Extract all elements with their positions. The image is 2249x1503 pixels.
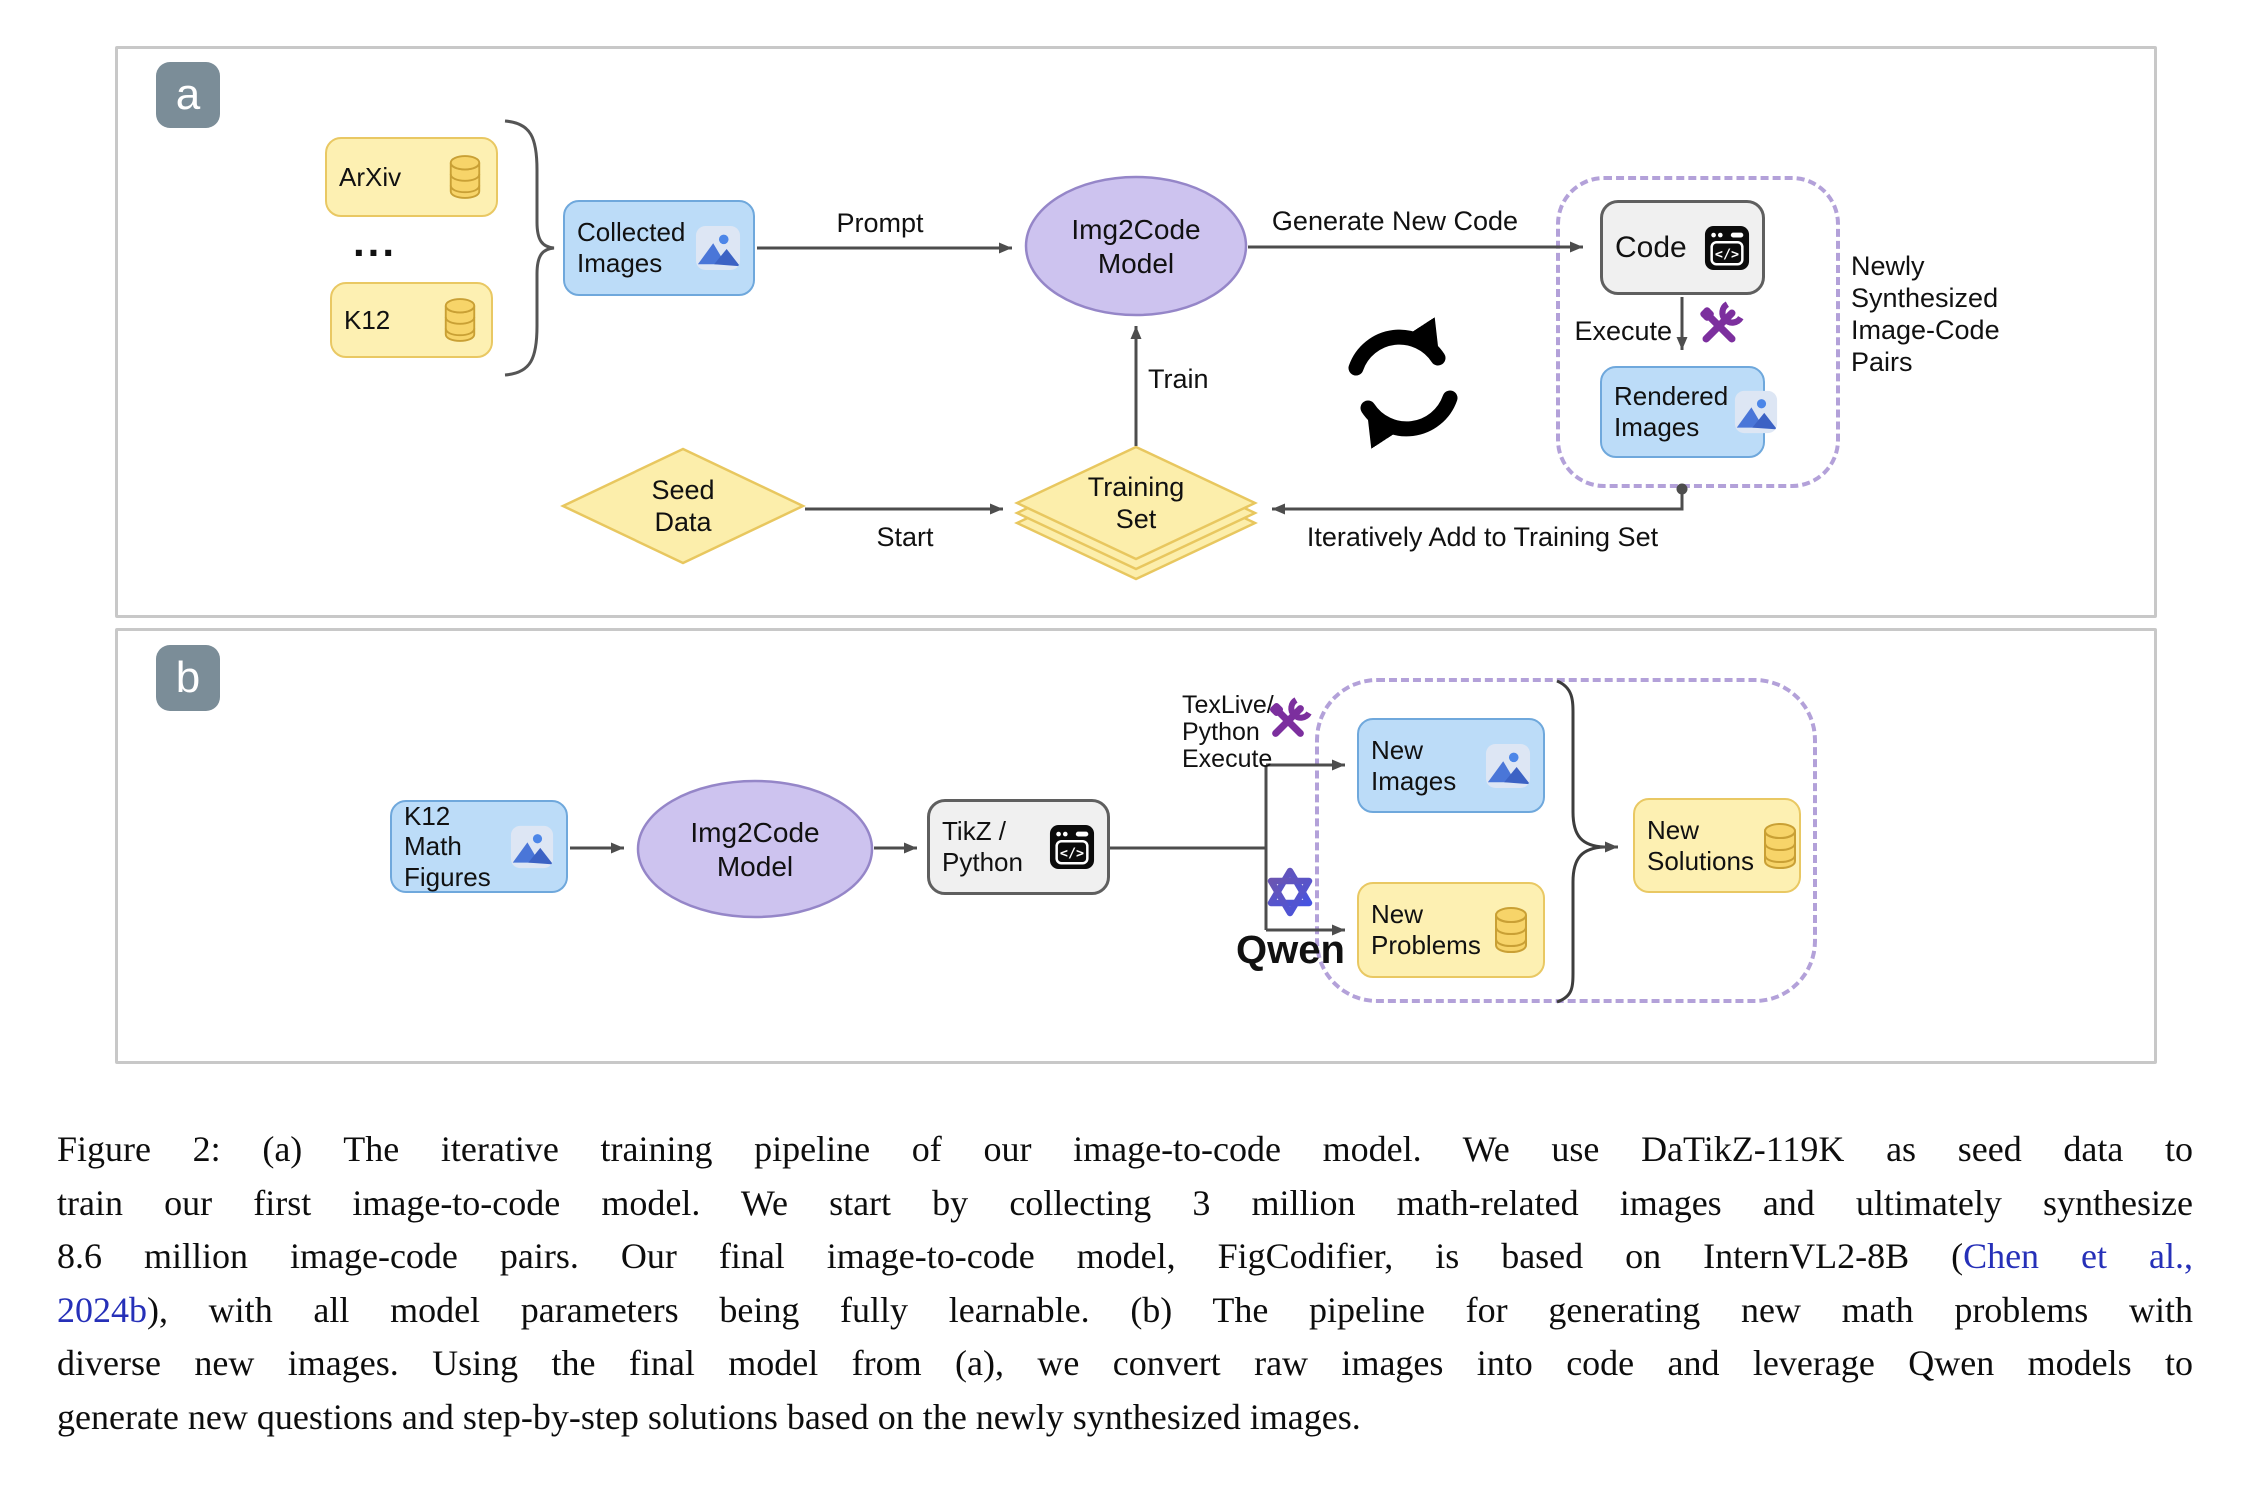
tikz-python-label: TikZ / Python: [942, 816, 1023, 877]
image-icon: [1485, 743, 1531, 789]
newly-synthesized-label: Newly Synthesized Image-Code Pairs: [1851, 251, 2000, 377]
image-icon: [1734, 390, 1778, 434]
database-icon: [446, 153, 484, 201]
caption-line: 2024b), with all model parameters being …: [57, 1289, 2193, 1343]
arxiv-source-box: ArXiv: [325, 137, 498, 217]
generate-new-code-label: Generate New Code: [1271, 206, 1519, 236]
caption-text: diverse new images. Using the final mode…: [57, 1343, 2193, 1383]
tools-icon: [1262, 694, 1314, 748]
new-solutions-box: New Solutions: [1633, 798, 1801, 893]
k12-source-box: K12: [330, 282, 493, 358]
caption-text: 8.6 million image-code pairs. Our final …: [57, 1236, 1964, 1276]
caption-line: 8.6 million image-code pairs. Our final …: [57, 1235, 2193, 1289]
code-label: Code: [1615, 230, 1687, 264]
start-arrow-label: Start: [876, 522, 934, 552]
new-images-label: New Images: [1371, 734, 1457, 796]
citation-link[interactable]: Chen et al.,: [1963, 1236, 2193, 1276]
code-window-icon: [1049, 824, 1095, 870]
new-images-box: New Images: [1357, 718, 1545, 813]
caption-text: generate new questions and step-by-step …: [57, 1396, 1361, 1437]
tikz-python-box: TikZ / Python: [927, 799, 1110, 895]
execute-label: Execute: [1574, 316, 1672, 346]
prompt-arrow-label: Prompt: [836, 208, 924, 238]
newly-synthesized-group-outline: [1556, 176, 1840, 488]
iteratively-add-label: Iteratively Add to Training Set: [1306, 522, 1659, 552]
new-solutions-label: New Solutions: [1647, 814, 1754, 876]
k12-math-figures-label: K12 Math Figures: [404, 800, 491, 892]
caption-line: generate new questions and step-by-step …: [57, 1396, 2193, 1450]
collected-images-label: Collected Images: [577, 217, 686, 278]
arxiv-label: ArXiv: [339, 161, 402, 192]
database-icon: [1491, 905, 1531, 955]
panel-b-badge: b: [156, 645, 220, 711]
img2code-model-label-a: Img2Code Model: [1071, 213, 1201, 279]
qwen-logo-icon: [1264, 866, 1316, 918]
database-icon: [441, 296, 479, 344]
caption-text: ), with all model parameters being fully…: [147, 1289, 2193, 1330]
training-set-label: Training Set: [1087, 471, 1185, 534]
code-window-icon: [1704, 225, 1750, 271]
new-problems-box: New Problems: [1357, 882, 1545, 978]
new-problems-label: New Problems: [1371, 899, 1481, 960]
panel-b-badge-label: b: [175, 653, 201, 702]
caption-line: train our first image-to-code model. We …: [57, 1182, 2193, 1236]
panel-a-badge-label: a: [175, 70, 201, 119]
image-icon: [695, 225, 741, 271]
image-icon: [510, 825, 554, 869]
seed-data-label: Seed Data: [651, 474, 715, 537]
caption-text: Figure 2: (a) The iterative training pip…: [57, 1129, 2193, 1169]
code-box: Code: [1600, 200, 1765, 295]
citation-link[interactable]: 2024b: [57, 1289, 147, 1330]
k12-math-figures-box: K12 Math Figures: [390, 800, 568, 893]
tools-icon: [1692, 298, 1746, 354]
img2code-model-label-b: Img2Code Model: [690, 816, 820, 882]
caption-line: Figure 2: (a) The iterative training pip…: [57, 1128, 2193, 1182]
caption-line: diverse new images. Using the final mode…: [57, 1342, 2193, 1396]
train-arrow-label: Train: [1148, 364, 1209, 394]
figure-caption: Figure 2: (a) The iterative training pip…: [57, 1128, 2193, 1449]
collected-images-box: Collected Images: [563, 200, 755, 296]
rendered-images-box: Rendered Images: [1600, 366, 1765, 458]
texlive-python-execute-label: TexLive/ Python Execute: [1182, 691, 1274, 773]
caption-text: train our first image-to-code model. We …: [57, 1182, 2193, 1223]
database-icon: [1760, 821, 1800, 871]
sources-ellipsis: ...: [352, 218, 397, 265]
qwen-wordmark: Qwen: [1236, 928, 1345, 972]
k12-label: K12: [344, 304, 391, 335]
rendered-images-label: Rendered Images: [1614, 381, 1729, 442]
panel-a-badge: a: [156, 62, 220, 128]
